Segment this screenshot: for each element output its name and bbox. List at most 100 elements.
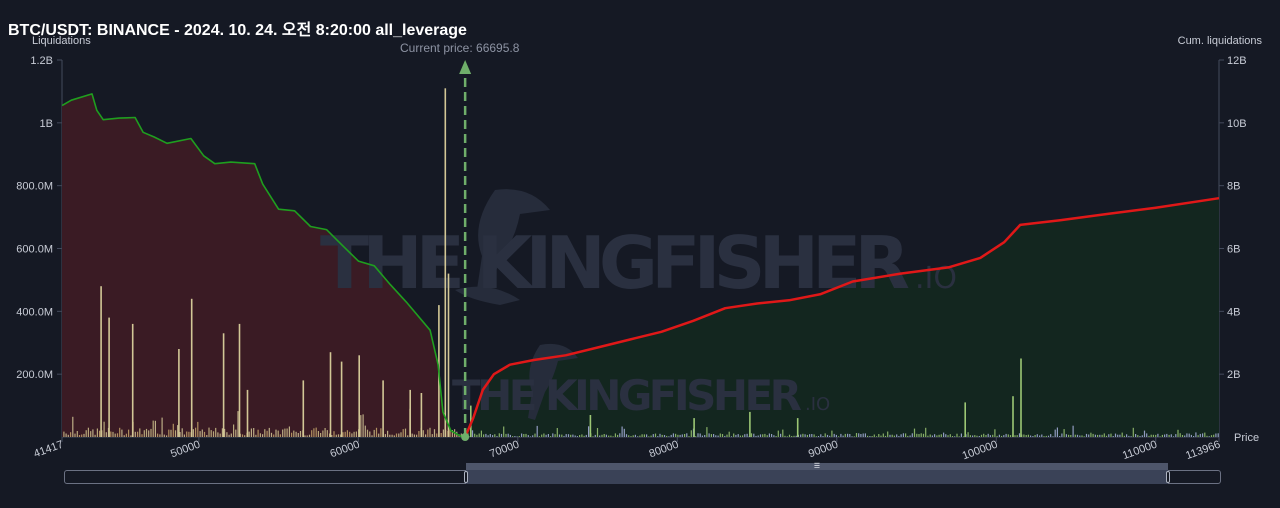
liquidation-bar: [547, 434, 549, 437]
liquidation-bar: [317, 431, 319, 437]
liquidation-bar: [938, 434, 940, 437]
liquidation-bar: [1215, 433, 1217, 437]
liquidation-bar: [248, 431, 250, 437]
liquidation-bar: [974, 435, 976, 437]
liquidation-bar: [425, 434, 427, 437]
liquidation-bar: [697, 433, 699, 437]
liquidation-bar: [387, 430, 389, 437]
liquidation-bar: [1161, 434, 1163, 437]
y-right-axis-title: Cum. liquidations: [1178, 35, 1263, 47]
liquidation-bar: [282, 429, 284, 437]
range-handle-right[interactable]: [1166, 471, 1170, 483]
liquidation-bar: [579, 435, 581, 437]
liquidation-bar: [840, 433, 842, 437]
liquidation-bar: [654, 433, 657, 437]
range-window[interactable]: [466, 470, 1168, 484]
liquidation-bar: [581, 434, 583, 437]
liquidation-bar: [154, 420, 156, 437]
liquidation-bar: [344, 431, 346, 437]
liquidation-bar: [998, 434, 1000, 437]
liquidation-bar: [1130, 436, 1132, 437]
liquidation-bar: [505, 433, 507, 437]
liquidation-bar: [186, 431, 188, 437]
liquidation-bar: [188, 431, 190, 437]
liquidation-bar: [992, 434, 994, 437]
liquidation-bar: [773, 435, 775, 437]
liquidation-bar: [536, 425, 538, 437]
liquidation-bar: [882, 433, 884, 437]
liquidation-bar: [295, 431, 297, 437]
liquidation-bar: [795, 435, 797, 437]
liquidation-bar: [898, 436, 900, 437]
liquidation-bar: [152, 420, 154, 437]
liquidation-bar: [900, 434, 902, 437]
liquidation-bar: [724, 435, 726, 437]
liquidation-bar: [329, 352, 332, 437]
liquidation-bar: [1072, 425, 1074, 437]
liquidation-bar: [1039, 435, 1041, 437]
liquidation-bar: [521, 433, 523, 437]
x-tick-label: 90000: [807, 439, 840, 461]
liquidation-bar: [601, 434, 603, 437]
liquidation-bar: [983, 433, 985, 437]
liquidation-bar: [306, 435, 308, 437]
liquidation-bar: [311, 430, 313, 437]
x-axis-title: Price: [1234, 432, 1259, 444]
liquidation-bar: [1146, 433, 1148, 437]
liquidation-bar: [226, 432, 228, 437]
liquidation-bar: [286, 428, 288, 437]
liquidation-bar: [382, 380, 384, 437]
liquidation-bar: [96, 428, 98, 437]
range-handle-left[interactable]: [464, 471, 468, 483]
liquidation-bar: [753, 433, 755, 437]
liquidation-bar: [1032, 436, 1034, 437]
range-window-bar[interactable]: [466, 463, 1168, 470]
liquidation-bar: [710, 434, 712, 437]
liquidation-bar: [230, 433, 232, 437]
liquidation-bar: [648, 436, 650, 437]
liquidation-bar: [349, 431, 351, 437]
liquidation-bar: [400, 432, 402, 437]
liquidation-bar: [1001, 435, 1003, 437]
liquidation-bar: [228, 434, 230, 437]
liquidation-bar: [813, 434, 815, 437]
liquidation-bar: [351, 433, 353, 437]
liquidation-bar: [558, 434, 561, 437]
y-right-tick-label: 6B: [1227, 244, 1240, 256]
liquidation-bar: [1139, 436, 1141, 437]
liquidation-bar: [847, 433, 849, 437]
liquidation-bar: [574, 435, 576, 437]
liquidation-bar: [1175, 434, 1177, 437]
liquidation-bar: [67, 434, 69, 437]
liquidation-bar: [123, 435, 125, 437]
liquidation-bar: [567, 434, 570, 437]
liquidation-bar: [994, 429, 996, 437]
liquidation-bar: [681, 434, 683, 437]
y-left-tick-label: 1B: [40, 118, 53, 130]
liquidation-bar: [842, 435, 844, 437]
liquidation-bar: [699, 433, 701, 437]
grip-icon[interactable]: ☰: [813, 462, 821, 470]
liquidation-bar: [340, 361, 343, 437]
liquidation-bar: [1043, 436, 1045, 437]
liquidation-bar: [1166, 433, 1168, 437]
liquidation-bar: [1090, 432, 1092, 437]
liquidation-bar: [737, 434, 739, 437]
liquidation-bar: [925, 427, 927, 437]
liquidation-bar: [610, 435, 612, 437]
liquidation-bar: [476, 434, 478, 437]
liquidation-bar: [708, 433, 710, 437]
liquidation-bar: [518, 436, 520, 437]
liquidation-bar: [1197, 435, 1199, 437]
liquidation-bar: [1112, 436, 1114, 437]
liquidation-bar: [1020, 358, 1022, 437]
liquidation-bar: [208, 427, 210, 437]
liquidation-bar: [1179, 433, 1181, 437]
liquidation-bar: [817, 436, 820, 437]
current-price-dot: [461, 433, 470, 441]
liquidation-bar: [829, 435, 831, 437]
liquidation-bar: [217, 432, 219, 437]
liquidation-bar: [1135, 434, 1137, 437]
liquidation-bar: [494, 434, 496, 437]
liquidation-bar: [297, 433, 299, 437]
